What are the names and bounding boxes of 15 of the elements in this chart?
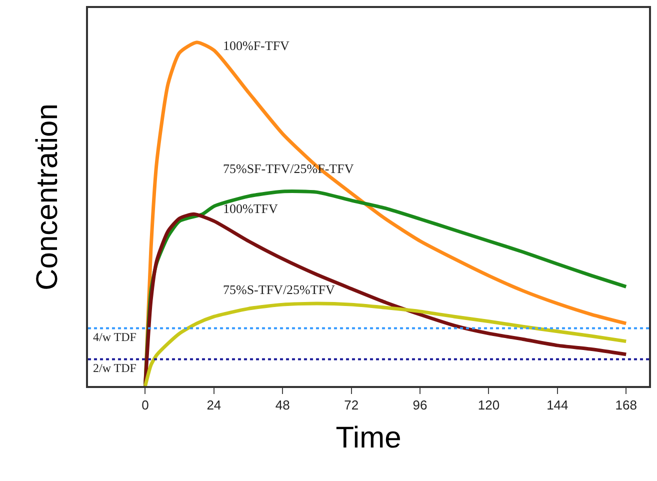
annotation: 100%TFV <box>223 201 278 216</box>
x-tick-label: 72 <box>344 397 359 412</box>
x-tick-label: 48 <box>275 397 290 412</box>
ref-line-label: 2/w TDF <box>93 361 137 375</box>
x-tick-label: 168 <box>615 397 637 412</box>
x-tick-label: 144 <box>546 397 568 412</box>
annotation: 75%S-TFV/25%TFV <box>223 282 336 297</box>
y-axis-title: Concentration <box>30 104 64 290</box>
x-tick-label: 0 <box>142 397 149 412</box>
x-axis-title: Time <box>336 421 402 454</box>
x-tick-label: 96 <box>412 397 428 412</box>
x-tick-label: 24 <box>206 397 222 412</box>
annotation: 100%F-TFV <box>223 38 290 53</box>
ref-line-label: 4/w TDF <box>93 330 137 344</box>
x-tick-label: 120 <box>478 397 500 412</box>
